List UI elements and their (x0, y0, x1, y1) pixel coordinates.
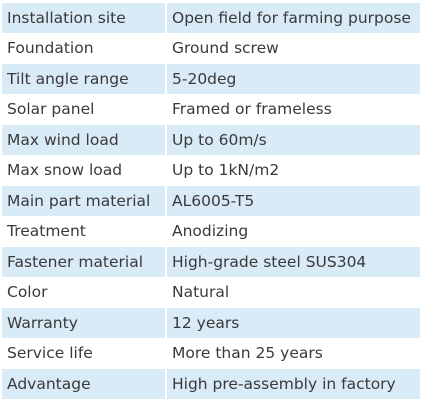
spec-value: More than 25 years (167, 338, 420, 368)
table-row: Fastener material High-grade steel SUS304 (2, 247, 420, 277)
spec-value: 12 years (167, 308, 420, 338)
spec-value: High pre-assembly in factory (167, 369, 420, 399)
spec-table: Installation site Open field for farming … (2, 2, 420, 400)
spec-value: Up to 1kN/m2 (167, 155, 420, 185)
spec-label: Installation site (2, 3, 167, 33)
spec-label: Warranty (2, 308, 167, 338)
spec-label: Max wind load (2, 125, 167, 155)
table-row: Service life More than 25 years (2, 338, 420, 368)
spec-value: AL6005-T5 (167, 186, 420, 216)
spec-value: 5-20deg (167, 64, 420, 94)
table-row: Treatment Anodizing (2, 216, 420, 246)
table-body: Installation site Open field for farming … (2, 3, 420, 399)
spec-label: Color (2, 277, 167, 307)
spec-label: Max snow load (2, 155, 167, 185)
spec-value: Ground screw (167, 33, 420, 63)
spec-label: Fastener material (2, 247, 167, 277)
spec-label: Treatment (2, 216, 167, 246)
table-row: Main part material AL6005-T5 (2, 186, 420, 216)
table-row: Color Natural (2, 277, 420, 307)
spec-label: Main part material (2, 186, 167, 216)
table-row: Warranty 12 years (2, 308, 420, 338)
spec-value: Up to 60m/s (167, 125, 420, 155)
spec-value: Anodizing (167, 216, 420, 246)
table-row: Advantage High pre-assembly in factory (2, 369, 420, 399)
spec-label: Solar panel (2, 94, 167, 124)
spec-value: Open field for farming purpose (167, 3, 420, 33)
spec-label: Tilt angle range (2, 64, 167, 94)
spec-value: Framed or frameless (167, 94, 420, 124)
spec-label: Foundation (2, 33, 167, 63)
table-row: Foundation Ground screw (2, 33, 420, 63)
table-row: Installation site Open field for farming … (2, 3, 420, 33)
table-row: Max snow load Up to 1kN/m2 (2, 155, 420, 185)
table-row: Solar panel Framed or frameless (2, 94, 420, 124)
spec-value: High-grade steel SUS304 (167, 247, 420, 277)
table-row: Tilt angle range 5-20deg (2, 64, 420, 94)
spec-label: Advantage (2, 369, 167, 399)
spec-label: Service life (2, 338, 167, 368)
table-row: Max wind load Up to 60m/s (2, 125, 420, 155)
spec-value: Natural (167, 277, 420, 307)
